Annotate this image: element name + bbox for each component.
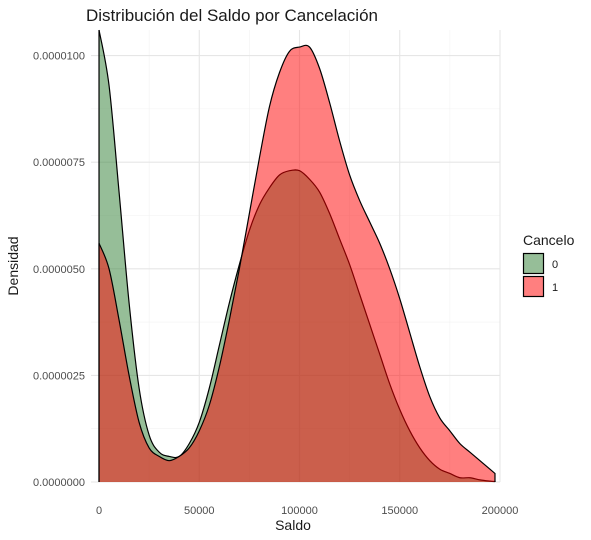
density-areas [98, 29, 496, 483]
x-tick-label: 100000 [281, 505, 318, 517]
x-axis-title: Saldo [275, 517, 311, 533]
legend-title: Cancelo [523, 232, 575, 248]
legend-key-1 [522, 275, 545, 298]
x-axis-ticks: 0 50000 100000 150000 200000 [96, 505, 518, 517]
density-area-1 [99, 45, 495, 482]
legend: Cancelo 0 1 [522, 232, 575, 298]
y-tick-label: 0.0000025 [33, 370, 85, 382]
x-tick-label: 0 [96, 505, 102, 517]
x-tick-label: 200000 [482, 505, 519, 517]
x-tick-label: 150000 [381, 505, 418, 517]
chart-title: Distribución del Saldo por Cancelación [86, 6, 378, 25]
x-tick-label: 50000 [184, 505, 215, 517]
y-tick-label: 0.0000075 [33, 157, 85, 169]
y-tick-label: 0.0000000 [33, 477, 85, 489]
y-axis-ticks: 0.0000000 0.0000025 0.0000050 0.0000075 0.00… [33, 51, 85, 489]
y-tick-label: 0.0000050 [33, 264, 85, 276]
density-line-1 [98, 44, 496, 482]
legend-key-0 [522, 252, 545, 275]
y-tick-label: 0.0000100 [33, 51, 85, 63]
legend-label-0: 0 [552, 259, 558, 271]
y-axis-title: Densidad [5, 236, 21, 295]
legend-label-1: 1 [552, 282, 558, 294]
